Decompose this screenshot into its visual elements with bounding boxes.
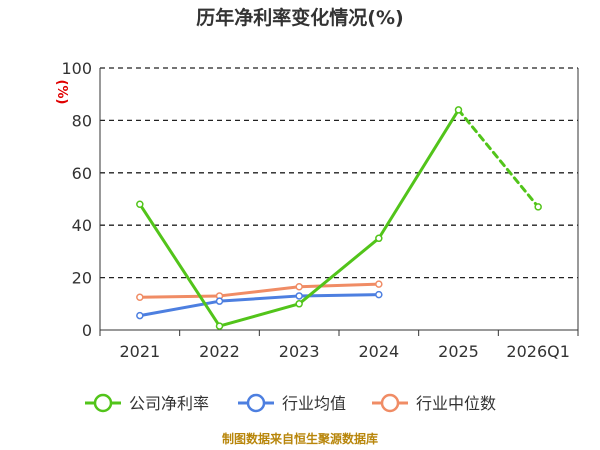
y-tick-label: 80	[72, 111, 92, 130]
x-axis-ticks: 2021 2022 2023 2024 2025 2026Q1	[99, 330, 579, 361]
series-line-segment	[377, 108, 460, 240]
data-point	[136, 311, 144, 320]
series-line-segment	[218, 294, 301, 303]
y-tick-label: 0	[82, 321, 92, 340]
x-tick-label: 2024	[358, 342, 399, 361]
series-line-segment	[297, 236, 381, 306]
series-line-segment	[218, 285, 301, 298]
legend-item-0: 公司净利率	[85, 393, 209, 413]
data-point	[136, 293, 144, 301]
legend-label: 行业均值	[282, 394, 346, 413]
series-2	[136, 280, 383, 301]
x-tick-label: 2022	[199, 342, 240, 361]
series-line-segment	[297, 282, 381, 289]
data-point	[534, 203, 542, 211]
x-tick-label: 2025	[438, 342, 479, 361]
series-line-segment	[218, 302, 301, 328]
legend-marker	[380, 393, 400, 413]
source-note: 制图数据来自恒生聚源数据库	[222, 431, 378, 446]
y-tick-label: 100	[61, 59, 92, 78]
data-point	[375, 290, 383, 299]
series-0	[136, 106, 542, 330]
x-tick-label: 2026Q1	[506, 342, 570, 361]
data-point	[375, 234, 383, 243]
legend-item-1: 行业均值	[238, 393, 346, 413]
gridlines	[99, 67, 579, 331]
legend-marker	[93, 393, 113, 413]
y-axis-unit: (%)	[54, 80, 69, 105]
series-group	[136, 106, 542, 330]
series-line-segment	[297, 293, 381, 298]
x-tick-label: 2021	[119, 342, 160, 361]
legend-item-2: 行业中位数	[372, 393, 496, 413]
legend-label: 行业中位数	[416, 394, 496, 413]
chart-title: 历年净利率变化情况(%)	[196, 6, 403, 29]
series-line-segment	[138, 202, 221, 328]
data-point	[215, 297, 224, 305]
data-point	[454, 106, 463, 114]
y-tick-label: 20	[72, 269, 92, 288]
data-point	[375, 280, 383, 288]
data-point	[295, 292, 303, 300]
data-point	[295, 300, 303, 308]
data-point	[215, 322, 224, 330]
series-line-segment	[457, 108, 540, 209]
y-axis-ticks: 0 20 40 60 80 100	[61, 59, 92, 340]
legend-marker	[246, 393, 266, 413]
series-line-segment	[138, 294, 221, 299]
legend: 公司净利率 行业均值 行业中位数	[85, 393, 496, 413]
y-tick-label: 60	[72, 164, 92, 183]
y-tick-label: 40	[72, 216, 92, 235]
data-point	[136, 200, 144, 208]
x-tick-label: 2023	[279, 342, 320, 361]
data-point	[295, 283, 303, 291]
legend-label: 公司净利率	[129, 394, 209, 413]
